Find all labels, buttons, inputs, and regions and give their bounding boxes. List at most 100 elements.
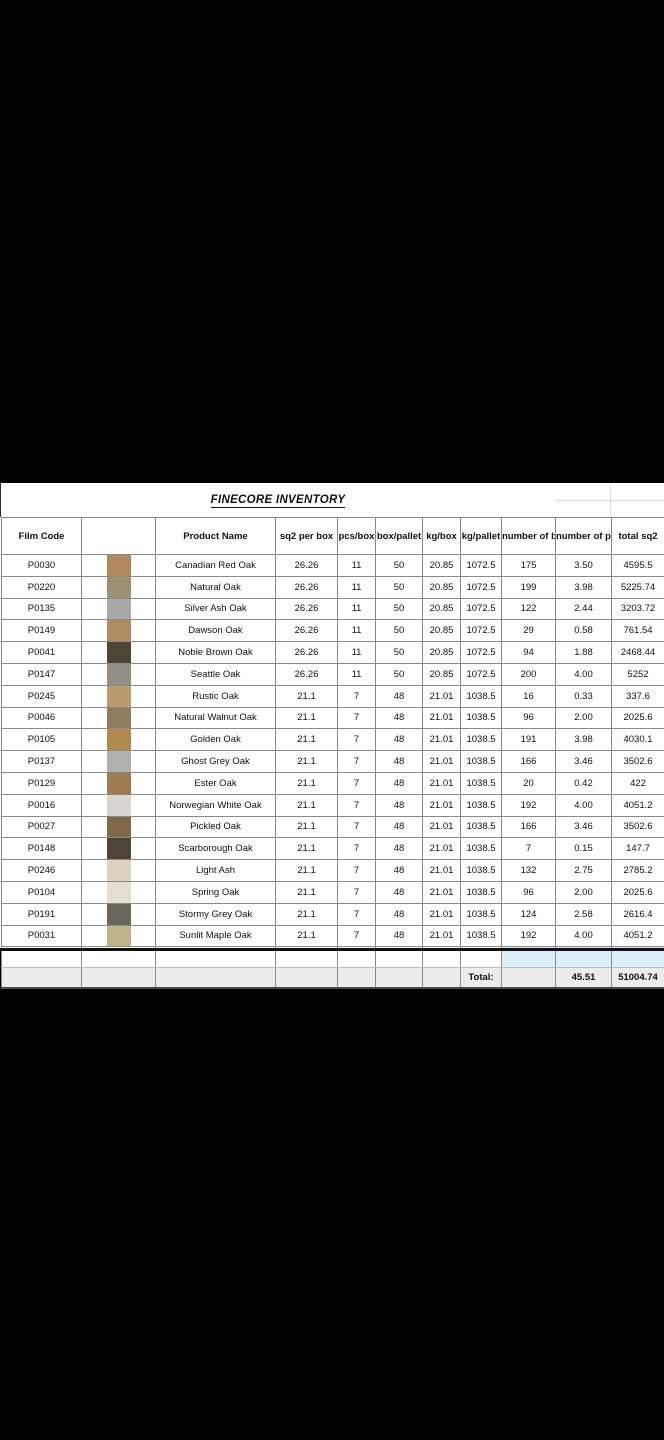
table-row[interactable]: P0191 Stormy Grey Oak 21.1 7 48 21.01 1038.5 12…: [1, 902, 664, 926]
cell-film-code[interactable]: P0030: [1, 554, 82, 577]
cell-box-per-pallet[interactable]: 50: [375, 619, 423, 643]
cell-box-per-pallet[interactable]: 48: [375, 728, 423, 752]
cell-film-code[interactable]: P0147: [1, 662, 82, 686]
cell-product-name[interactable]: Canadian Red Oak: [155, 554, 276, 577]
cell-kg-per-box[interactable]: 21.01: [422, 902, 461, 926]
cell-kg-per-box[interactable]: 21.01: [422, 924, 461, 948]
cell-pcs-per-box[interactable]: 7: [337, 815, 376, 839]
cell-kg-per-box[interactable]: 21.01: [422, 706, 461, 730]
cell-film-code[interactable]: P0129: [1, 771, 82, 795]
cell-number-of-pallets[interactable]: 0.15: [555, 837, 612, 861]
cell-pcs-per-box[interactable]: 7: [337, 684, 376, 708]
cell-product-name[interactable]: Pickled Oak: [155, 815, 276, 839]
cell-sq2-per-box[interactable]: 21.1: [275, 706, 338, 730]
cell-number-of-pallets[interactable]: 3.46: [555, 750, 612, 773]
cell-sq2-per-box[interactable]: 21.1: [275, 902, 338, 926]
cell-film-code[interactable]: P0041: [1, 641, 82, 664]
cell-total-sq2[interactable]: 3203.72: [611, 597, 664, 621]
cell-number-of-boxes[interactable]: 20: [501, 771, 556, 795]
cell-sq2-per-box[interactable]: 26.26: [275, 662, 338, 686]
cell-box-per-pallet[interactable]: 50: [375, 662, 423, 686]
cell-sq2-per-box[interactable]: 26.26: [275, 619, 338, 643]
cell-pcs-per-box[interactable]: 11: [337, 641, 376, 664]
cell-kg-per-box[interactable]: 20.85: [422, 641, 461, 664]
table-row[interactable]: P0030 Canadian Red Oak 26.26 11 50 20.85 1072.…: [1, 554, 664, 577]
cell-kg-per-pallet[interactable]: 1038.5: [460, 793, 502, 817]
cell-box-per-pallet[interactable]: 48: [375, 706, 423, 730]
table-row[interactable]: P0105 Golden Oak 21.1 7 48 21.01 1038.5 191 3.98…: [1, 728, 664, 752]
cell-swatch[interactable]: [81, 575, 156, 599]
cell-product-name[interactable]: Light Ash: [155, 859, 276, 882]
cell-number-of-boxes[interactable]: 96: [501, 880, 556, 904]
table-body[interactable]: P0030 Canadian Red Oak 26.26 11 50 20.85 1072.…: [1, 554, 664, 990]
cell-pcs-per-box[interactable]: 7: [337, 728, 376, 752]
cell-kg-per-pallet[interactable]: 1072.5: [460, 554, 502, 577]
cell-kg-per-box[interactable]: 20.85: [422, 554, 461, 577]
cell-swatch[interactable]: [81, 902, 156, 926]
cell-total-sq2[interactable]: 422: [611, 771, 664, 795]
cell-swatch[interactable]: [81, 924, 156, 948]
table-row[interactable]: P0031 Sunlit Maple Oak 21.1 7 48 21.01 1038.5 1…: [1, 924, 664, 948]
cell-sq2-per-box[interactable]: 26.26: [275, 641, 338, 664]
cell-kg-per-pallet[interactable]: 1038.5: [460, 684, 502, 708]
cell-total-sq2[interactable]: 147.7: [611, 837, 664, 861]
cell-kg-per-box[interactable]: 20.85: [422, 597, 461, 621]
cell-box-per-pallet[interactable]: 50: [375, 597, 423, 621]
cell-kg-per-pallet[interactable]: 1038.5: [460, 924, 502, 948]
cell-film-code[interactable]: P0104: [1, 880, 82, 904]
total-number-of-pallets[interactable]: 45.51: [555, 967, 612, 990]
cell-kg-per-box[interactable]: 21.01: [422, 771, 461, 795]
table-row[interactable]: P0245 Rustic Oak 21.1 7 48 21.01 1038.5 16 0.33 3…: [1, 684, 664, 708]
cell-product-name[interactable]: Silver Ash Oak: [155, 597, 276, 621]
col-header-total-sq2[interactable]: total sq2: [611, 517, 664, 555]
cell-product-name[interactable]: Stormy Grey Oak: [155, 902, 276, 926]
cell-kg-per-pallet[interactable]: 1038.5: [460, 728, 502, 752]
cell-box-per-pallet[interactable]: 50: [375, 575, 423, 599]
cell-total-sq2[interactable]: 761.54: [611, 619, 664, 643]
cell-number-of-boxes[interactable]: 122: [501, 597, 556, 621]
cell-film-code[interactable]: P0220: [1, 575, 82, 599]
cell-swatch[interactable]: [81, 837, 156, 861]
cell-box-per-pallet[interactable]: 50: [375, 554, 423, 577]
table-row[interactable]: P0246 Light Ash 21.1 7 48 21.01 1038.5 132 2.75 2…: [1, 859, 664, 882]
cell-kg-per-box[interactable]: 21.01: [422, 837, 461, 861]
table-row[interactable]: P0148 Scarborough Oak 21.1 7 48 21.01 1038.5 7 0…: [1, 837, 664, 861]
cell-kg-per-pallet[interactable]: 1072.5: [460, 662, 502, 686]
cell-kg-per-box[interactable]: 21.01: [422, 684, 461, 708]
cell-box-per-pallet[interactable]: 48: [375, 684, 423, 708]
cell-film-code[interactable]: P0149: [1, 619, 82, 643]
cell-total-sq2[interactable]: 2468.44: [611, 641, 664, 664]
total-number-of-boxes[interactable]: [501, 967, 556, 990]
cell-number-of-pallets[interactable]: 2.75: [555, 859, 612, 882]
cell-kg-per-pallet[interactable]: 1038.5: [460, 771, 502, 795]
table-row[interactable]: P0016 Norwegian White Oak 21.1 7 48 21.01 1038…: [1, 793, 664, 817]
cell-kg-per-box[interactable]: 20.85: [422, 662, 461, 686]
cell-box-per-pallet[interactable]: 48: [375, 924, 423, 948]
cell-box-per-pallet[interactable]: 48: [375, 815, 423, 839]
col-header-number-of-pallets[interactable]: number of pallets: [555, 517, 612, 555]
cell-kg-per-pallet[interactable]: 1038.5: [460, 880, 502, 904]
cell-total-sq2[interactable]: 5252: [611, 662, 664, 686]
table-row[interactable]: P0129 Ester Oak 21.1 7 48 21.01 1038.5 20 0.42 42…: [1, 771, 664, 795]
col-header-sq2-per-box[interactable]: sq2 per box: [275, 517, 338, 555]
cell-pcs-per-box[interactable]: 7: [337, 924, 376, 948]
cell-pcs-per-box[interactable]: 7: [337, 750, 376, 773]
cell-film-code[interactable]: P0245: [1, 684, 82, 708]
cell-kg-per-box[interactable]: 21.01: [422, 750, 461, 773]
cell-box-per-pallet[interactable]: 48: [375, 902, 423, 926]
cell-film-code[interactable]: P0246: [1, 859, 82, 882]
cell-number-of-pallets[interactable]: 3.50: [555, 554, 612, 577]
cell-total-sq2[interactable]: 4595.5: [611, 554, 664, 577]
cell-sq2-per-box[interactable]: 21.1: [275, 880, 338, 904]
cell-number-of-boxes[interactable]: 175: [501, 554, 556, 577]
cell-product-name[interactable]: Scarborough Oak: [155, 837, 276, 861]
cell-total-sq2[interactable]: 2616.4: [611, 902, 664, 926]
cell-number-of-pallets[interactable]: 3.98: [555, 575, 612, 599]
cell-number-of-boxes[interactable]: 94: [501, 641, 556, 664]
table-row[interactable]: P0147 Seattle Oak 26.26 11 50 20.85 1072.5 200 4…: [1, 662, 664, 686]
cell-number-of-boxes[interactable]: 96: [501, 706, 556, 730]
cell-swatch[interactable]: [81, 859, 156, 882]
cell-kg-per-pallet[interactable]: 1072.5: [460, 575, 502, 599]
col-header-box-per-pallet[interactable]: box/pallet: [375, 517, 423, 555]
table-row[interactable]: P0104 Spring Oak 21.1 7 48 21.01 1038.5 96 2.00 2…: [1, 880, 664, 904]
